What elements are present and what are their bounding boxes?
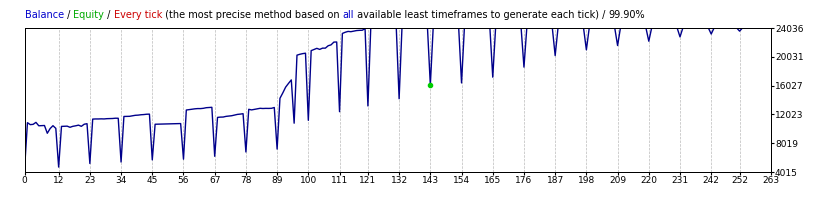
Text: 99.90%: 99.90% xyxy=(608,10,645,20)
Text: (the most precise method based on: (the most precise method based on xyxy=(162,10,342,20)
Text: all: all xyxy=(342,10,354,20)
Text: Every tick: Every tick xyxy=(114,10,162,20)
Text: available least timeframes to generate each tick): available least timeframes to generate e… xyxy=(354,10,599,20)
Text: /: / xyxy=(599,10,608,20)
Text: /: / xyxy=(104,10,114,20)
Text: Equity: Equity xyxy=(73,10,104,20)
Text: /: / xyxy=(64,10,73,20)
Text: Balance: Balance xyxy=(25,10,64,20)
